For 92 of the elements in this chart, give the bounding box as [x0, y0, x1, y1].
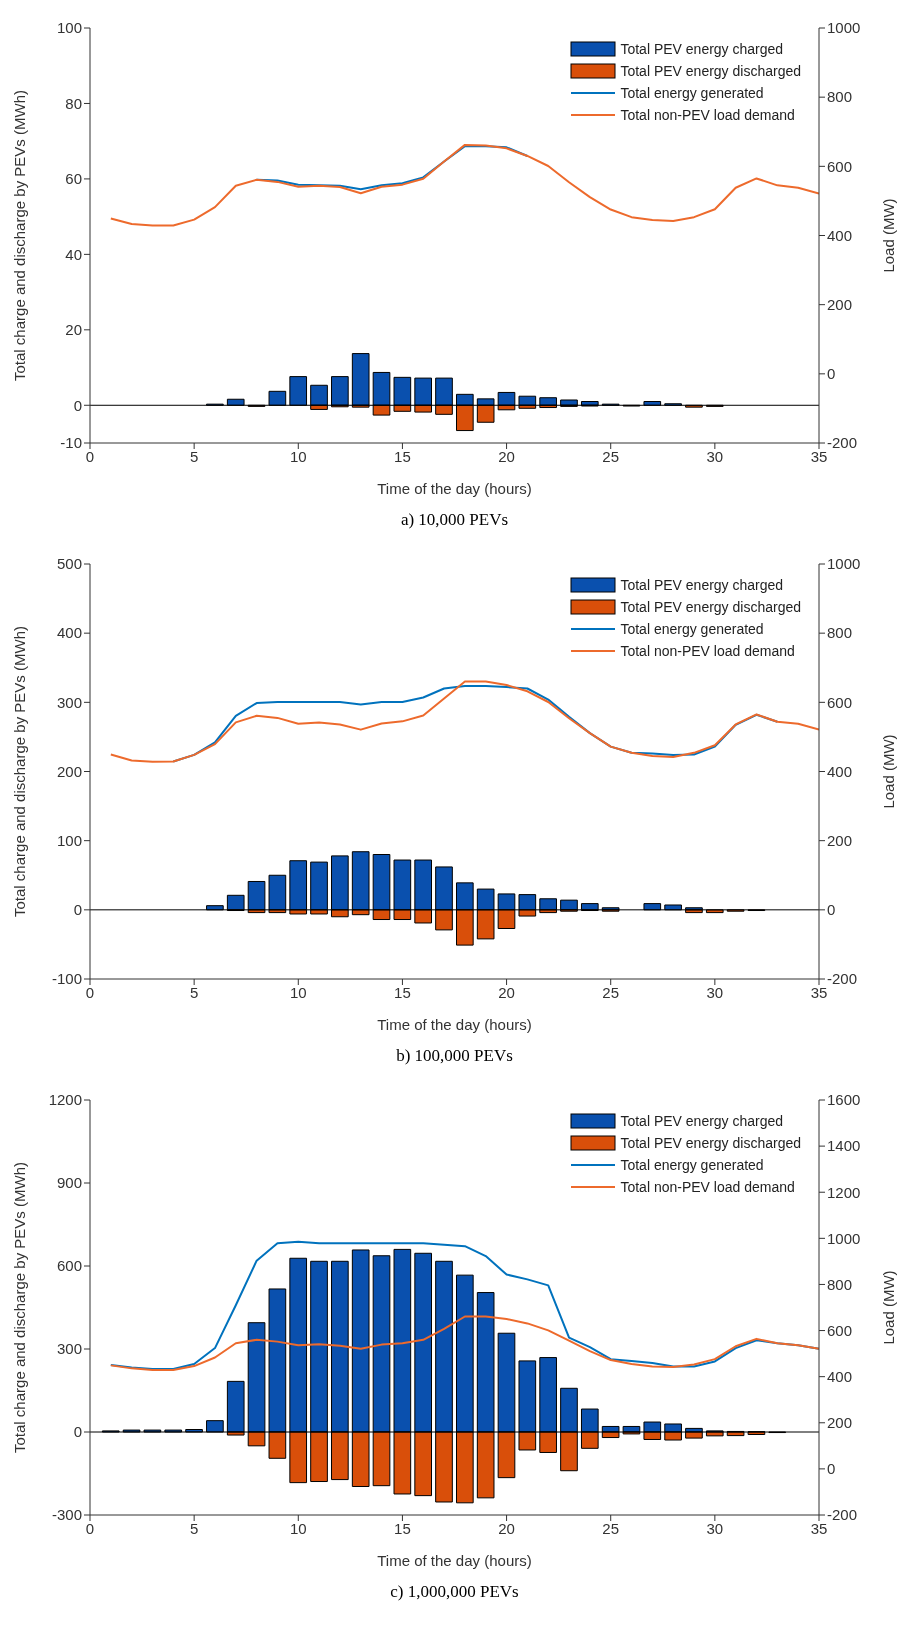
x-tick-label: 35 — [810, 447, 828, 465]
y2-tick-label: 800 — [827, 624, 853, 642]
y2-tick-label: 600 — [827, 1321, 853, 1339]
text: b) 100,000 PEVs — [395, 1046, 514, 1066]
y2-tick-label: 800 — [827, 88, 853, 106]
y-tick-label: 0 — [73, 1423, 82, 1441]
x-tick-label: 10 — [289, 1519, 307, 1537]
y-tick-label: 0 — [73, 901, 82, 919]
y-tick-label: 200 — [56, 762, 82, 780]
legend-label: Total energy generated — [620, 1157, 764, 1173]
y2-tick-label: 1000 — [827, 1229, 861, 1247]
x-tick-label: 30 — [706, 1519, 724, 1537]
y-tick-label: 300 — [56, 693, 82, 711]
y2-tick-label: 200 — [827, 295, 853, 313]
x-tick-label: 10 — [289, 983, 307, 1001]
legend-label: Total PEV energy discharged — [620, 63, 801, 79]
x-tick-label: 5 — [189, 983, 199, 1001]
legend-label: Total non-PEV load demand — [620, 107, 795, 123]
legend-label: Total energy generated — [620, 85, 764, 101]
y-tick-label: 100 — [56, 19, 82, 37]
y2-tick-label: 200 — [827, 1414, 853, 1432]
text: a) 10,000 PEVs — [399, 510, 510, 530]
x-tick-label: 35 — [810, 983, 828, 1001]
x-tick-label: 30 — [706, 447, 724, 465]
y-axis-title: Total charge and discharge by PEVs (MWh) — [11, 626, 29, 917]
y2-tick-label: -200 — [827, 970, 858, 988]
y-tick-label: 500 — [56, 555, 82, 573]
legend-label: Total PEV energy discharged — [620, 1135, 801, 1151]
y-tick-label: 1200 — [48, 1091, 82, 1109]
x-tick-label: 20 — [498, 1519, 515, 1537]
y2-tick-label: 400 — [827, 762, 853, 780]
y-tick-label: 60 — [65, 170, 82, 188]
x-tick-label: 20 — [498, 447, 515, 465]
y-tick-label: 900 — [56, 1174, 82, 1192]
legend-label: Total PEV energy discharged — [620, 599, 801, 615]
y-tick-label: -100 — [51, 970, 82, 988]
x-tick-label: 5 — [189, 447, 199, 465]
x-axis-title: Time of the day (hours) — [377, 480, 532, 497]
x-tick-label: 30 — [706, 983, 724, 1001]
y2-tick-label: 1600 — [827, 1091, 861, 1109]
x-tick-label: 5 — [189, 1519, 199, 1537]
legend-label: Total non-PEV load demand — [620, 643, 795, 659]
y2-tick-label: 0 — [827, 1460, 836, 1478]
x-tick-label: 15 — [394, 983, 411, 1001]
legend-label: Total PEV energy charged — [620, 41, 784, 57]
x-axis-title: Time of the day (hours) — [377, 1016, 532, 1033]
y2-axis-title: Load (MW) — [880, 734, 898, 809]
y2-tick-label: 0 — [827, 901, 836, 919]
legend-label: Total PEV energy charged — [620, 577, 784, 593]
x-tick-label: 0 — [85, 983, 95, 1001]
y2-tick-label: 0 — [827, 365, 836, 383]
y-tick-label: 400 — [56, 624, 82, 642]
y-tick-label: 40 — [65, 245, 82, 263]
y2-tick-label: 400 — [827, 226, 853, 244]
text: c) 1,000,000 PEVs — [389, 1582, 520, 1602]
legend-label: Total energy generated — [620, 621, 764, 637]
y2-tick-label: 1400 — [827, 1137, 861, 1155]
y2-tick-label: 200 — [827, 831, 853, 849]
y2-tick-label: 1000 — [827, 19, 861, 37]
legend-label: Total non-PEV load demand — [620, 1179, 795, 1195]
y2-tick-label: 1200 — [827, 1183, 861, 1201]
y2-axis-title: Load (MW) — [880, 1270, 898, 1345]
y-axis-title: Total charge and discharge by PEVs (MWh) — [11, 90, 29, 381]
x-tick-label: 25 — [602, 1519, 620, 1537]
y2-tick-label: 400 — [827, 1367, 853, 1385]
y-tick-label: 80 — [65, 94, 82, 112]
x-tick-label: 15 — [394, 1519, 411, 1537]
y2-tick-label: -200 — [827, 434, 858, 452]
x-tick-label: 0 — [85, 447, 95, 465]
y-tick-label: 100 — [56, 831, 82, 849]
y-tick-label: 300 — [56, 1340, 82, 1358]
x-tick-label: 0 — [85, 1519, 95, 1537]
y-tick-label: 20 — [65, 321, 82, 339]
x-tick-label: 25 — [602, 983, 620, 1001]
y2-tick-label: 600 — [827, 693, 853, 711]
y-tick-label: 0 — [73, 396, 82, 414]
y2-tick-label: 800 — [827, 1275, 853, 1293]
x-tick-label: 20 — [498, 983, 515, 1001]
y-tick-label: -10 — [60, 434, 82, 452]
y2-tick-label: -200 — [827, 1506, 858, 1524]
y2-axis-title: Load (MW) — [880, 198, 898, 273]
y2-tick-label: 600 — [827, 157, 853, 175]
y-tick-label: 600 — [56, 1257, 82, 1275]
x-tick-label: 25 — [602, 447, 620, 465]
x-tick-label: 35 — [810, 1519, 828, 1537]
x-tick-label: 10 — [289, 447, 307, 465]
y-tick-label: -300 — [51, 1506, 82, 1524]
y-axis-title: Total charge and discharge by PEVs (MWh) — [11, 1162, 29, 1453]
y2-tick-label: 1000 — [827, 555, 861, 573]
x-tick-label: 15 — [394, 447, 411, 465]
legend-label: Total PEV energy charged — [620, 1113, 784, 1129]
x-axis-title: Time of the day (hours) — [377, 1552, 532, 1569]
